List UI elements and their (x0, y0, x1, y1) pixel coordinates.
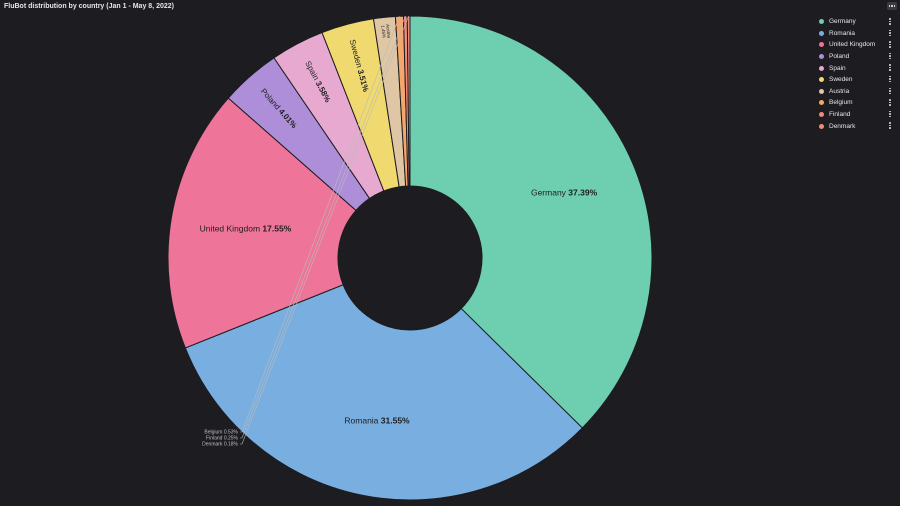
legend-swatch (819, 42, 824, 48)
slice-united-kingdom[interactable] (167, 97, 357, 349)
slice-denmark[interactable] (406, 15, 411, 187)
legend-label: Germany (829, 18, 856, 26)
more-vertical-icon[interactable] (889, 122, 891, 129)
legend-label: Sweden (829, 76, 853, 84)
legend-swatch (819, 19, 824, 25)
leader-line-finland (240, 15, 406, 439)
dot-icon (891, 5, 893, 7)
legend-item-romania[interactable]: Romania (819, 28, 895, 40)
legend-label: Romania (829, 29, 856, 37)
legend-item-united-kingdom[interactable]: United Kingdom (819, 39, 895, 51)
slice-label-denmark: Denmark 0.18% (202, 441, 238, 447)
more-vertical-icon[interactable] (889, 110, 891, 118)
legend-swatch (819, 100, 824, 106)
legend-item-sweden[interactable]: Sweden (819, 74, 895, 86)
slice-label-germany: Germany 37.39% (531, 188, 598, 198)
legend-swatch (819, 112, 824, 118)
dot-icon (888, 5, 891, 7)
more-vertical-icon[interactable] (889, 18, 891, 25)
slices-layer (167, 15, 653, 501)
more-vertical-icon[interactable] (889, 99, 891, 106)
legend-swatch (819, 65, 824, 71)
more-vertical-icon[interactable] (889, 29, 891, 37)
legend-label: Belgium (829, 99, 853, 107)
legend-item-denmark[interactable]: Denmark (819, 120, 895, 132)
dot-icon (893, 5, 896, 7)
legend-swatch (819, 30, 824, 36)
legend-label: United Kingdom (829, 41, 876, 49)
legend-swatch (819, 54, 824, 60)
slice-label-finland: Finland 0.25% (206, 435, 239, 441)
legend-label: Denmark (829, 122, 856, 130)
legend-label: Finland (829, 111, 851, 119)
more-vertical-icon[interactable] (889, 41, 891, 48)
slice-label-belgium: Belgium 0.53% (204, 429, 238, 435)
slice-romania[interactable] (184, 284, 584, 501)
chart-legend: Germany Romania United Kingdom Poland Spain S… (819, 16, 895, 132)
leader-line-belgium (240, 16, 400, 433)
slice-label-united-kingdom: United Kingdom 17.55% (200, 224, 292, 234)
panel-menu-button[interactable] (887, 2, 897, 10)
legend-label: Poland (829, 53, 850, 61)
legend-item-germany[interactable]: Germany (819, 16, 895, 28)
legend-item-poland[interactable]: Poland (819, 51, 895, 63)
more-vertical-icon[interactable] (889, 64, 891, 71)
more-vertical-icon[interactable] (889, 75, 891, 83)
leader-line-denmark (240, 15, 409, 445)
legend-label: Austria (829, 87, 850, 95)
slice-germany[interactable] (409, 15, 653, 429)
legend-swatch (819, 88, 824, 94)
legend-item-austria[interactable]: Austria (819, 86, 895, 98)
chart-title: FluBot distribution by country (Jan 1 - … (4, 3, 174, 10)
slice-label-austria: Austria1.45% (380, 24, 391, 39)
more-vertical-icon[interactable] (889, 52, 891, 60)
legend-label: Spain (829, 64, 846, 72)
slice-label-romania: Romania 31.55% (344, 416, 410, 426)
legend-item-finland[interactable]: Finland (819, 109, 895, 121)
legend-item-spain[interactable]: Spain (819, 62, 895, 74)
legend-swatch (819, 77, 824, 83)
legend-swatch (819, 123, 824, 129)
more-vertical-icon[interactable] (889, 87, 891, 95)
legend-item-belgium[interactable]: Belgium (819, 97, 895, 109)
